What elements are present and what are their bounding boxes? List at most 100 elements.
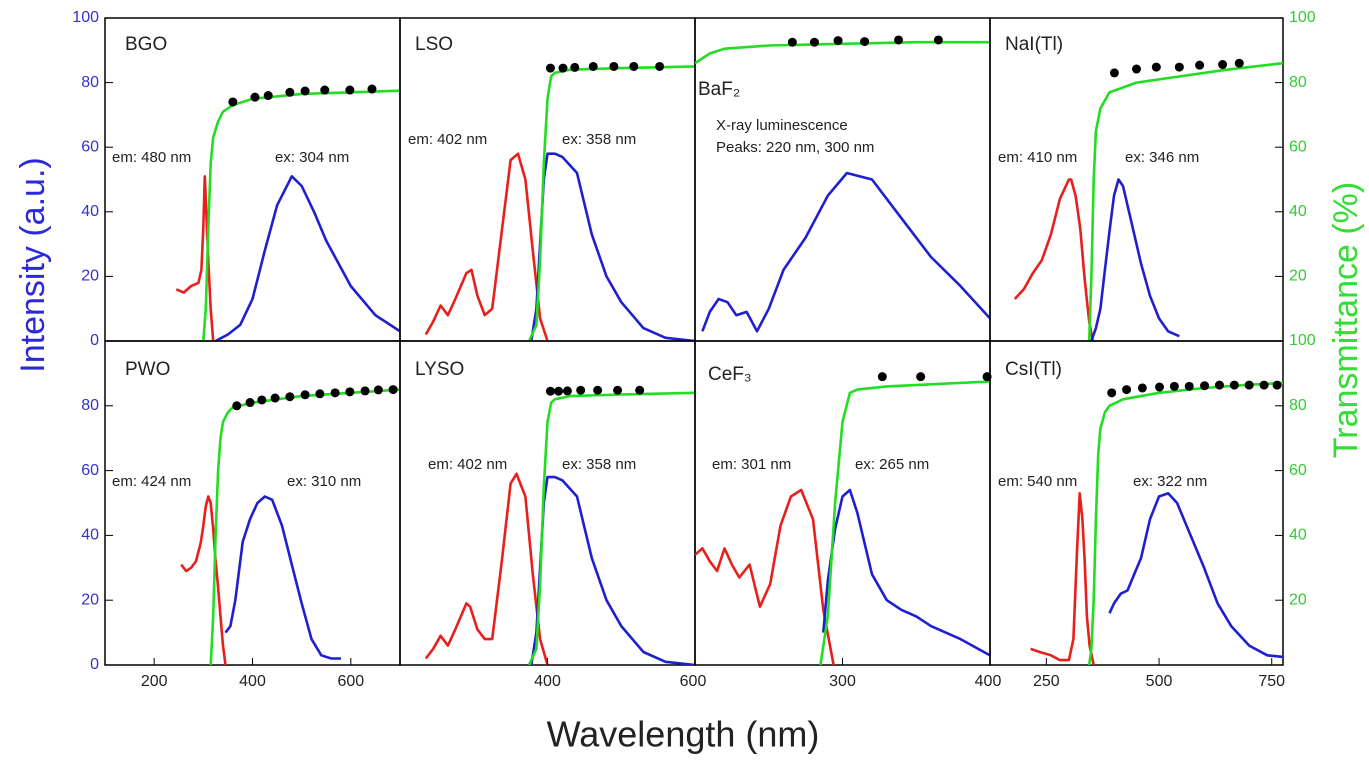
transmittance-point [655, 61, 665, 71]
panel-title: PWO [125, 359, 170, 380]
transmittance-point [360, 386, 370, 396]
transmittance-point [1214, 380, 1224, 390]
transmittance-point [300, 390, 310, 400]
panel-title: NaI(Tl) [1005, 34, 1063, 55]
transmittance-point [345, 387, 355, 397]
x-tick-label: 500 [1146, 673, 1173, 690]
transmittance-point [933, 35, 943, 45]
transmittance-curve [527, 391, 695, 665]
annotation: X-ray luminescence [716, 117, 848, 134]
x-tick-label: 600 [680, 673, 707, 690]
transmittance-point [1122, 385, 1132, 395]
annotation: em: 540 nm [998, 473, 1077, 490]
transmittance-point [345, 85, 355, 95]
transmittance-point [593, 385, 603, 395]
plot-area [180, 388, 400, 665]
transmittance-point [300, 86, 310, 96]
annotation: em: 410 nm [998, 149, 1077, 166]
x-tick-label: 600 [337, 673, 364, 690]
spectrum-curve [1090, 178, 1180, 341]
spectrum-curve [1108, 492, 1283, 659]
transmittance-point [613, 385, 623, 395]
y2-tick-label: 20 [1289, 268, 1307, 285]
spectrum-curve [214, 175, 400, 341]
transmittance-curve [695, 40, 990, 65]
transmittance-point [367, 84, 377, 94]
transmittance-point [245, 398, 255, 408]
transmittance-point [1107, 388, 1117, 398]
annotation: ex: 346 nm [1125, 149, 1199, 166]
transmittance-point [320, 85, 330, 95]
y2-tick-label: 80 [1289, 397, 1307, 414]
annotation: ex: 310 nm [287, 473, 361, 490]
transmittance-curve [202, 89, 400, 341]
panel-frame [989, 340, 1284, 666]
y-tick-label: 40 [81, 203, 99, 220]
transmittance-point [588, 61, 598, 71]
transmittance-point [877, 372, 887, 382]
y-tick-label: 0 [90, 332, 99, 349]
transmittance-point [860, 37, 870, 47]
transmittance-point [270, 393, 280, 403]
transmittance-curve [819, 380, 990, 665]
transmittance-point [1195, 60, 1205, 70]
transmittance-point [809, 37, 819, 47]
transmittance-point [263, 91, 273, 101]
x-axis-label: Wavelength (nm) [547, 714, 820, 755]
transmittance-point [629, 61, 639, 71]
transmittance-point [1151, 62, 1161, 72]
spectrum-curve [822, 488, 990, 657]
y2-tick-label: 80 [1289, 74, 1307, 91]
x-tick-label: 250 [1033, 673, 1060, 690]
spectrum-curve [224, 495, 341, 660]
transmittance-point [285, 87, 295, 97]
x-tick-label: 400 [239, 673, 266, 690]
transmittance-point [1234, 58, 1244, 68]
y2-tick-label: 100 [1289, 9, 1316, 26]
transmittance-point [1259, 380, 1269, 390]
annotation: em: 424 nm [112, 473, 191, 490]
y-tick-label: 80 [81, 74, 99, 91]
transmittance-point [576, 385, 586, 395]
y-tick-label: 100 [72, 9, 99, 26]
y2-axis-label: Transmittance (%) [1327, 182, 1365, 458]
y-tick-label: 0 [90, 656, 99, 673]
transmittance-point [1137, 383, 1147, 393]
transmittance-point [833, 36, 843, 46]
transmittance-point [635, 385, 645, 395]
y-tick-label: 80 [81, 397, 99, 414]
transmittance-curve [1087, 61, 1283, 341]
annotation: em: 301 nm [712, 456, 791, 473]
transmittance-point [1174, 62, 1184, 72]
transmittance-point [1184, 381, 1194, 391]
transmittance-point [554, 386, 564, 396]
spectrum-curve [424, 152, 549, 341]
transmittance-point [250, 92, 260, 102]
y-tick-label: 20 [81, 268, 99, 285]
transmittance-point [330, 388, 340, 398]
x-tick-label: 400 [534, 673, 561, 690]
spectrum-curve [424, 472, 549, 665]
spectrum-curve [180, 495, 227, 665]
spectrum-curve [1013, 178, 1095, 341]
panel-title: LSO [415, 34, 453, 55]
y2-tick-label: 40 [1289, 527, 1307, 544]
y-tick-label: 40 [81, 527, 99, 544]
plot-area [424, 391, 695, 665]
spectrum-curve [695, 488, 835, 665]
transmittance-point [609, 61, 619, 71]
panel-title: CeF₃ [708, 364, 752, 385]
y2-tick-label: 40 [1289, 203, 1307, 220]
y2-tick-label: 60 [1289, 138, 1307, 155]
transmittance-point [1272, 380, 1282, 390]
annotation: Peaks: 220 nm, 300 nm [716, 139, 874, 156]
annotation: ex: 304 nm [275, 149, 349, 166]
transmittance-point [257, 395, 267, 405]
plot-area [695, 380, 990, 665]
transmittance-point [388, 385, 398, 395]
annotation: em: 402 nm [428, 456, 507, 473]
spectrum-curve [1030, 492, 1095, 665]
spectrum-curve [175, 175, 215, 341]
